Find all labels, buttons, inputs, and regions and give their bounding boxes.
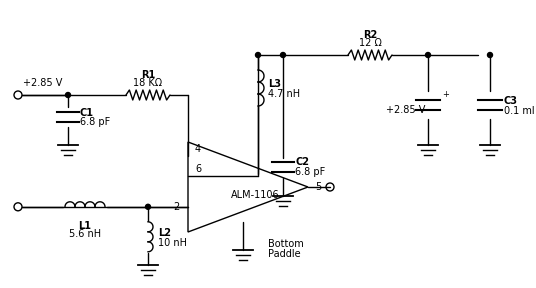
Circle shape [280,52,286,58]
Text: L2: L2 [158,228,171,238]
Text: C1: C1 [80,108,94,118]
Text: 18 KΩ: 18 KΩ [133,78,162,88]
Text: ALM-1106: ALM-1106 [230,190,279,200]
Text: 12 Ω: 12 Ω [359,38,382,48]
Text: L1: L1 [78,221,92,231]
Text: C3: C3 [504,96,518,106]
Circle shape [488,52,493,58]
Text: +: + [442,90,449,99]
Circle shape [145,204,151,209]
Text: R1: R1 [141,70,155,80]
Text: C2: C2 [295,157,309,167]
Text: 6.8 pF: 6.8 pF [80,117,110,127]
Text: +2.85 V: +2.85 V [386,105,426,115]
Text: L3: L3 [268,79,281,89]
Text: 6: 6 [195,164,201,174]
Text: Paddle: Paddle [268,249,301,259]
Text: Bottom: Bottom [268,239,304,249]
Circle shape [65,92,71,98]
Text: R2: R2 [363,30,377,40]
Circle shape [256,52,260,58]
Text: 4: 4 [195,143,201,154]
Text: +2.85 V: +2.85 V [23,78,62,88]
Text: 4.7 nH: 4.7 nH [268,89,300,99]
Text: 5.6 nH: 5.6 nH [69,229,101,239]
Text: 10 nH: 10 nH [158,238,187,248]
Circle shape [426,52,430,58]
Text: 5: 5 [315,182,321,192]
Text: 2: 2 [174,202,180,212]
Text: 6.8 pF: 6.8 pF [295,167,325,177]
Text: 0.1 ml: 0.1 ml [504,106,534,116]
